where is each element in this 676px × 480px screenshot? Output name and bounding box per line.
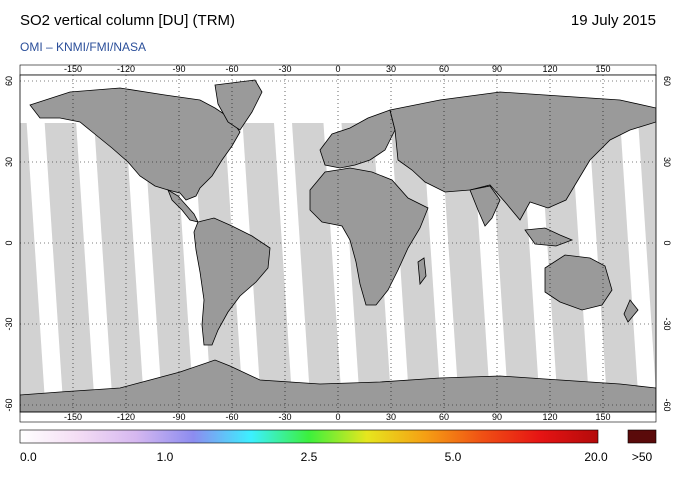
- longitude-tick-label: -30: [278, 412, 291, 422]
- colorbar-overflow-box: [627, 429, 657, 444]
- longitude-tick-label: 150: [595, 412, 610, 422]
- longitude-tick-label: 120: [542, 64, 557, 74]
- longitude-tick-label: -90: [172, 64, 185, 74]
- colorbar-label-5: >50: [631, 450, 653, 464]
- longitude-tick-label: 60: [439, 412, 449, 422]
- longitude-tick-label: 150: [595, 64, 610, 74]
- south-america: [193, 217, 271, 346]
- longitude-tick-label: -30: [278, 64, 291, 74]
- swath: [73, 75, 113, 411]
- latitude-tick-label: 0: [4, 240, 14, 245]
- latitude-ticks-left: 60 30 0 -30 -60: [4, 76, 14, 412]
- indian-subcontinent: [469, 185, 501, 227]
- latitude-tick-label: 60: [662, 76, 672, 86]
- map-title: SO2 vertical column [DU] (TRM): [20, 12, 236, 29]
- latitude-tick-label: -30: [4, 317, 14, 330]
- australia: [544, 254, 613, 311]
- latitude-tick-label: 30: [4, 157, 14, 167]
- longitude-tick-label: -90: [172, 412, 185, 422]
- latitude-ticks-right: 60 30 0 -30 -60: [662, 76, 672, 412]
- madagascar: [417, 257, 427, 286]
- colorbar: [19, 429, 599, 444]
- map-plot-area: [20, 75, 656, 412]
- longitude-tick-label: 90: [492, 64, 502, 74]
- latitude-tick-label: -30: [662, 317, 672, 330]
- longitude-ticks-top: -150 -120 -90 -60 -30 0 30 60 90 120 150: [64, 64, 611, 74]
- longitude-tick-label: -120: [117, 412, 135, 422]
- longitude-ticks-bottom: -150 -120 -90 -60 -30 0 30 60 90 120 150: [64, 412, 611, 422]
- longitude-tick-label: 30: [386, 412, 396, 422]
- colorbar-label-4: 20.0: [584, 450, 608, 464]
- swath: [270, 75, 311, 411]
- longitude-tick-label: -150: [64, 64, 82, 74]
- latitude-tick-label: -60: [4, 398, 14, 411]
- southeast-asia-islands: [524, 227, 574, 247]
- longitude-tick-label: 90: [492, 412, 502, 422]
- longitude-tick-label: 0: [335, 64, 340, 74]
- longitude-tick-label: -150: [64, 412, 82, 422]
- plot-frame: [19, 74, 657, 413]
- longitude-tick-label: 0: [335, 412, 340, 422]
- swath: [23, 75, 64, 411]
- latitude-tick-label: 60: [4, 76, 14, 86]
- longitude-tick-label: 30: [386, 64, 396, 74]
- latitude-tick-label: -60: [662, 398, 672, 411]
- africa: [309, 167, 429, 306]
- longitude-tick-label: -120: [117, 64, 135, 74]
- data-credit: OMI – KNMI/FMI/NASA: [20, 40, 147, 54]
- colorbar-label-1: 1.0: [156, 450, 174, 464]
- longitude-tick-label: 120: [542, 412, 557, 422]
- longitude-tick-label: -60: [225, 64, 238, 74]
- greenland: [214, 79, 263, 131]
- asia: [389, 91, 656, 221]
- longitude-tick-label: -60: [225, 412, 238, 422]
- graticule: [20, 75, 656, 412]
- new-zealand: [623, 299, 639, 323]
- north-america: [29, 87, 241, 201]
- map-date: 19 July 2015: [570, 12, 656, 29]
- europe: [319, 109, 396, 169]
- longitude-tick-label: 60: [439, 64, 449, 74]
- colorbar-label-3: 5.0: [444, 450, 462, 464]
- latitude-tick-label: 0: [662, 240, 672, 245]
- colorbar-label-2: 2.5: [300, 450, 318, 464]
- latitude-tick-label: 30: [662, 157, 672, 167]
- colorbar-label-0: 0.0: [20, 450, 37, 464]
